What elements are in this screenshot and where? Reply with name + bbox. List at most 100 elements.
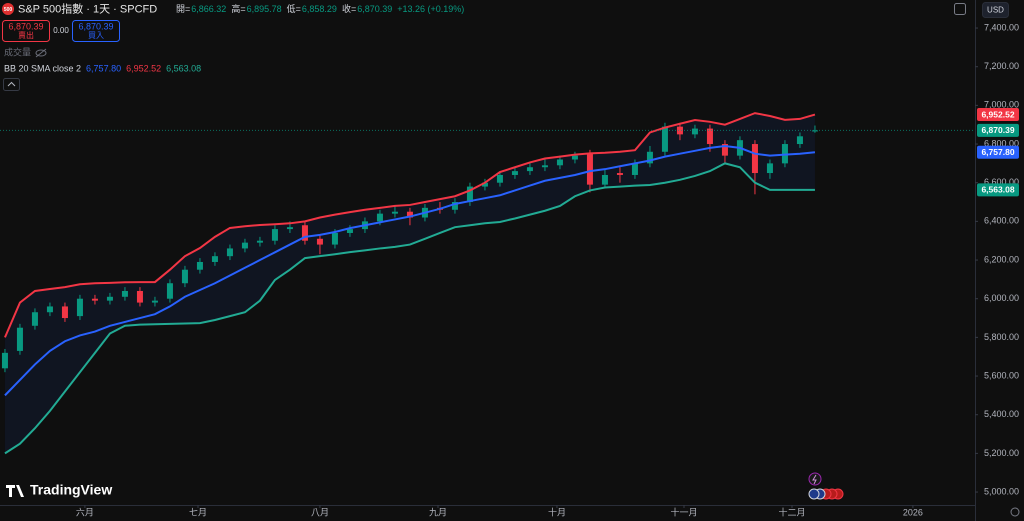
y-tick-label: 7,000.00 [984, 100, 1019, 110]
x-tick-label: 九月 [429, 507, 447, 517]
ohlc-change: +13.26 (+0.19%) [397, 4, 464, 14]
ohlc-value: 6,895.78 [247, 4, 282, 14]
x-tick-label: 六月 [76, 506, 94, 517]
candle-body [46, 306, 53, 313]
settings-icon[interactable] [1010, 507, 1020, 517]
currency: USD [987, 6, 1004, 15]
indicator-name: BB 20 SMA close 2 [4, 63, 81, 73]
price-label: 6,870.39 [981, 125, 1014, 135]
band-line [4, 162, 815, 455]
y-tick-label: 7,200.00 [984, 61, 1019, 71]
candle-body [796, 136, 803, 145]
y-tick-label: 6,200.00 [984, 254, 1019, 264]
candle-body [766, 163, 773, 174]
candle-body [1, 352, 8, 369]
candle-body [706, 128, 713, 145]
candle-body [496, 174, 503, 183]
candle-body [451, 202, 458, 210]
candle-body [211, 256, 218, 262]
badge-text: 500 [4, 7, 13, 13]
ohlc-label: 高= [231, 3, 245, 14]
price-label: 6,952.52 [981, 109, 1014, 119]
candle-body [511, 171, 518, 175]
eye-icon[interactable] [35, 49, 47, 57]
candle-body [61, 306, 68, 319]
candle-body [646, 151, 653, 164]
band-line [4, 112, 816, 338]
price-label-box [977, 108, 1019, 122]
sell-button[interactable] [2, 20, 50, 42]
price-label-box [977, 183, 1019, 197]
y-tick-label: 5,800.00 [984, 332, 1019, 342]
ohlc-value: 6,858.29 [302, 4, 337, 14]
candle-body [31, 312, 38, 326]
ohlc-value: 6,866.32 [191, 4, 226, 14]
candle-body [271, 229, 278, 241]
symbol-title: S&P 500指數 · 1天 · SPCFD [18, 1, 157, 15]
y-tick-label: 6,800.00 [984, 138, 1019, 148]
indicator-value: 6,952.52 [126, 63, 161, 73]
price-label-box [977, 123, 1019, 137]
candle-body [76, 298, 83, 317]
x-tick-label: 十月 [548, 506, 566, 517]
candle-body [676, 126, 683, 135]
y-tick-label: 6,400.00 [984, 216, 1019, 226]
y-tick-label: 6,000.00 [984, 293, 1019, 303]
candle-body [631, 163, 638, 175]
band-line [4, 144, 816, 397]
event-bolt [812, 474, 817, 485]
buy-button[interactable] [72, 20, 120, 42]
y-tick-label: 6,600.00 [984, 177, 1019, 187]
ohlc-value: 6,870.39 [357, 4, 392, 14]
candle-body [196, 261, 203, 270]
candle-body [541, 165, 548, 168]
candle-body [166, 283, 173, 299]
candle-body [376, 213, 383, 222]
plot-area [0, 112, 975, 455]
spread: 0.00 [53, 26, 69, 35]
sell-label: 賣出 [18, 30, 34, 40]
x-tick-label: 十二月 [778, 506, 805, 517]
candle-body [16, 327, 23, 351]
ohlc-label: 收= [342, 3, 356, 14]
candle-body [301, 225, 308, 241]
candle-body [601, 174, 608, 185]
collapse-arrow [7, 81, 16, 87]
buy-price: 6,870.39 [78, 21, 113, 31]
y-tick-label: 5,400.00 [984, 409, 1019, 419]
ohlc-legend: 開= 6,866.32 高= 6,895.78 低= 6,858.29 收= 6,870.39… [176, 3, 464, 14]
layout-icon[interactable] [954, 3, 966, 15]
eye-slash [35, 48, 47, 58]
logo-icon [6, 485, 24, 497]
candle-body [526, 167, 533, 172]
y-tick-label: 5,200.00 [984, 448, 1019, 458]
candle-body [586, 153, 593, 185]
indicator-values: 6,757.80 6,952.52 6,563.08 [86, 63, 201, 73]
sell-price: 6,870.39 [8, 21, 43, 31]
currency-button[interactable] [982, 2, 1009, 18]
y-tick-label: 5,000.00 [984, 486, 1019, 496]
x-tick-label: 2026 [903, 507, 923, 517]
candle-body [151, 300, 158, 303]
candle-body [316, 238, 323, 245]
candle-body [346, 229, 353, 233]
candle-body [481, 182, 488, 187]
candle-body [691, 128, 698, 135]
x-tick-label: 八月 [311, 507, 329, 517]
event-dot[interactable] [808, 488, 820, 500]
candle-body [226, 248, 233, 257]
candle-body [721, 144, 728, 156]
candle-body [811, 130, 818, 132]
candle-body [256, 240, 263, 243]
logo-text: TradingView [30, 482, 112, 498]
event-icon[interactable] [808, 472, 822, 486]
x-tick-label: 七月 [189, 507, 207, 517]
buy-label: 買入 [88, 31, 104, 40]
price-label: 6,563.08 [981, 185, 1014, 195]
indicator-value: 6,563.08 [166, 63, 201, 73]
collapse-button[interactable] [3, 78, 20, 91]
candle-body [556, 159, 563, 166]
